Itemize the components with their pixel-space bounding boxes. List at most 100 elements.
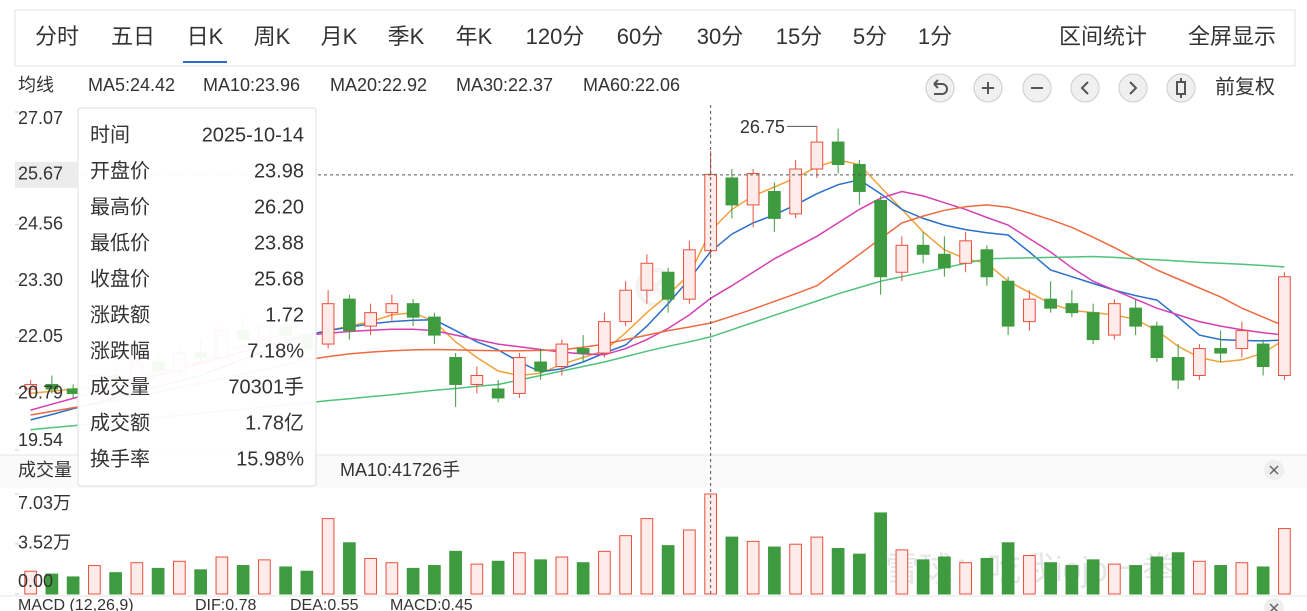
volume-bar [45,573,59,595]
candle-body [853,164,866,192]
volume-bar [598,550,611,595]
tab[interactable]: 分时 [35,24,79,49]
volume-bar [576,562,590,595]
candle-body [874,199,887,278]
legend-entry: MA30:22.37 [456,75,553,95]
ma-label: 均线 [18,75,54,95]
volume-bar [1193,560,1206,595]
tab[interactable]: 15分 [776,24,822,49]
volume-bar [194,569,207,595]
candle-body [364,312,377,327]
volume-bar [1214,565,1227,595]
tooltip-value: 15.98% [236,448,304,470]
tab[interactable]: 周K [254,24,291,49]
toolbar-buttons[interactable] [925,73,1196,103]
undo-button[interactable] [925,73,955,103]
tab[interactable]: 五日 [111,24,155,49]
tab[interactable]: 120分 [526,24,585,49]
volume-bar [151,567,165,595]
candle-body [385,303,399,314]
tooltip-value: 70301手 [228,375,304,398]
close-button[interactable] [1264,460,1284,480]
candle-body [831,141,845,166]
tooltip-box [77,107,317,487]
candle-body [513,357,526,394]
volume-bar [619,535,632,595]
candle-body [895,244,909,273]
volume-bar [831,547,845,595]
candle-body [938,253,951,269]
volume-bar [1129,565,1142,595]
tab[interactable]: 60分 [617,24,663,49]
adjust-label[interactable]: 前复权 [1215,75,1275,98]
action[interactable]: 全屏显示 [1188,24,1276,49]
volume-bar [385,562,399,595]
candle-body [1065,303,1079,314]
candle-body [1108,303,1121,336]
candle-body [428,316,441,336]
volume-bar [236,565,250,595]
close-button[interactable] [1264,598,1284,611]
candle-body [1001,280,1015,327]
volume-bar [1086,559,1100,595]
candle-body [768,190,781,219]
macd-legend: DIF:0.78 [195,597,256,611]
legend-entry: MA20:22.92 [330,75,427,95]
tab[interactable]: 1分 [918,24,952,49]
volume-bar [853,553,866,595]
y-tick-label: 22.05 [18,326,63,346]
tab[interactable]: 5分 [853,24,887,49]
y-tick-label: 20.79 [18,383,63,403]
crosshair-label: 25.67 [18,164,63,184]
volume-bar [661,545,675,595]
y-tick-label: 24.56 [18,213,63,233]
macd-legend: MACD:0.45 [390,597,473,611]
candle-body [576,348,590,354]
volume-bar [109,572,122,595]
tooltip-label: 收盘价 [90,267,150,290]
volume-tick-label: 0.00 [18,571,53,591]
volume-bar [1235,562,1249,595]
tooltip-label: 开盘价 [90,159,150,182]
legend-entry: MA5:24.42 [88,75,175,95]
button-icons [933,78,1186,98]
tab[interactable]: 30分 [697,24,743,49]
candle-body [555,343,569,368]
volume-bar [130,562,144,595]
volume-bar [173,560,186,595]
volume-title: 成交量 [18,460,72,480]
volume-bar [768,546,781,595]
tab[interactable]: 日K [187,24,224,49]
volume-bar [534,559,547,595]
candle-body [1129,307,1142,327]
volume-bar [683,529,696,595]
volume-bar [1278,528,1291,595]
tooltip-label: 时间 [90,123,130,146]
y-tick-label: 19.54 [18,430,63,450]
tooltip-value: 23.98 [254,160,304,182]
volume-bar [258,559,271,595]
tooltip-value: 23.88 [254,232,304,254]
candle-body [1193,348,1206,376]
candle-body [1256,343,1270,368]
candle-body [24,383,37,390]
left-button[interactable] [1070,73,1100,103]
volume-bar [1150,556,1164,595]
tooltip-label: 成交量 [90,375,150,398]
volume-tick-label: 7.03万 [18,493,71,513]
volume-bar [895,549,909,595]
volume-bar [343,542,356,595]
tooltip-label: 涨跌幅 [90,339,150,362]
volume-bar [279,566,292,595]
volume-bar [555,556,569,595]
tab[interactable]: 季K [388,24,425,49]
right-button[interactable] [1118,73,1148,103]
action[interactable]: 区间统计 [1059,24,1147,49]
tab[interactable]: 月K [321,24,358,49]
candle-body [491,388,505,399]
candle-body [1044,298,1057,309]
candle-button[interactable] [1166,73,1196,103]
volume-bar [1023,555,1036,595]
tab[interactable]: 年K [456,24,493,49]
candle-body [980,249,994,278]
